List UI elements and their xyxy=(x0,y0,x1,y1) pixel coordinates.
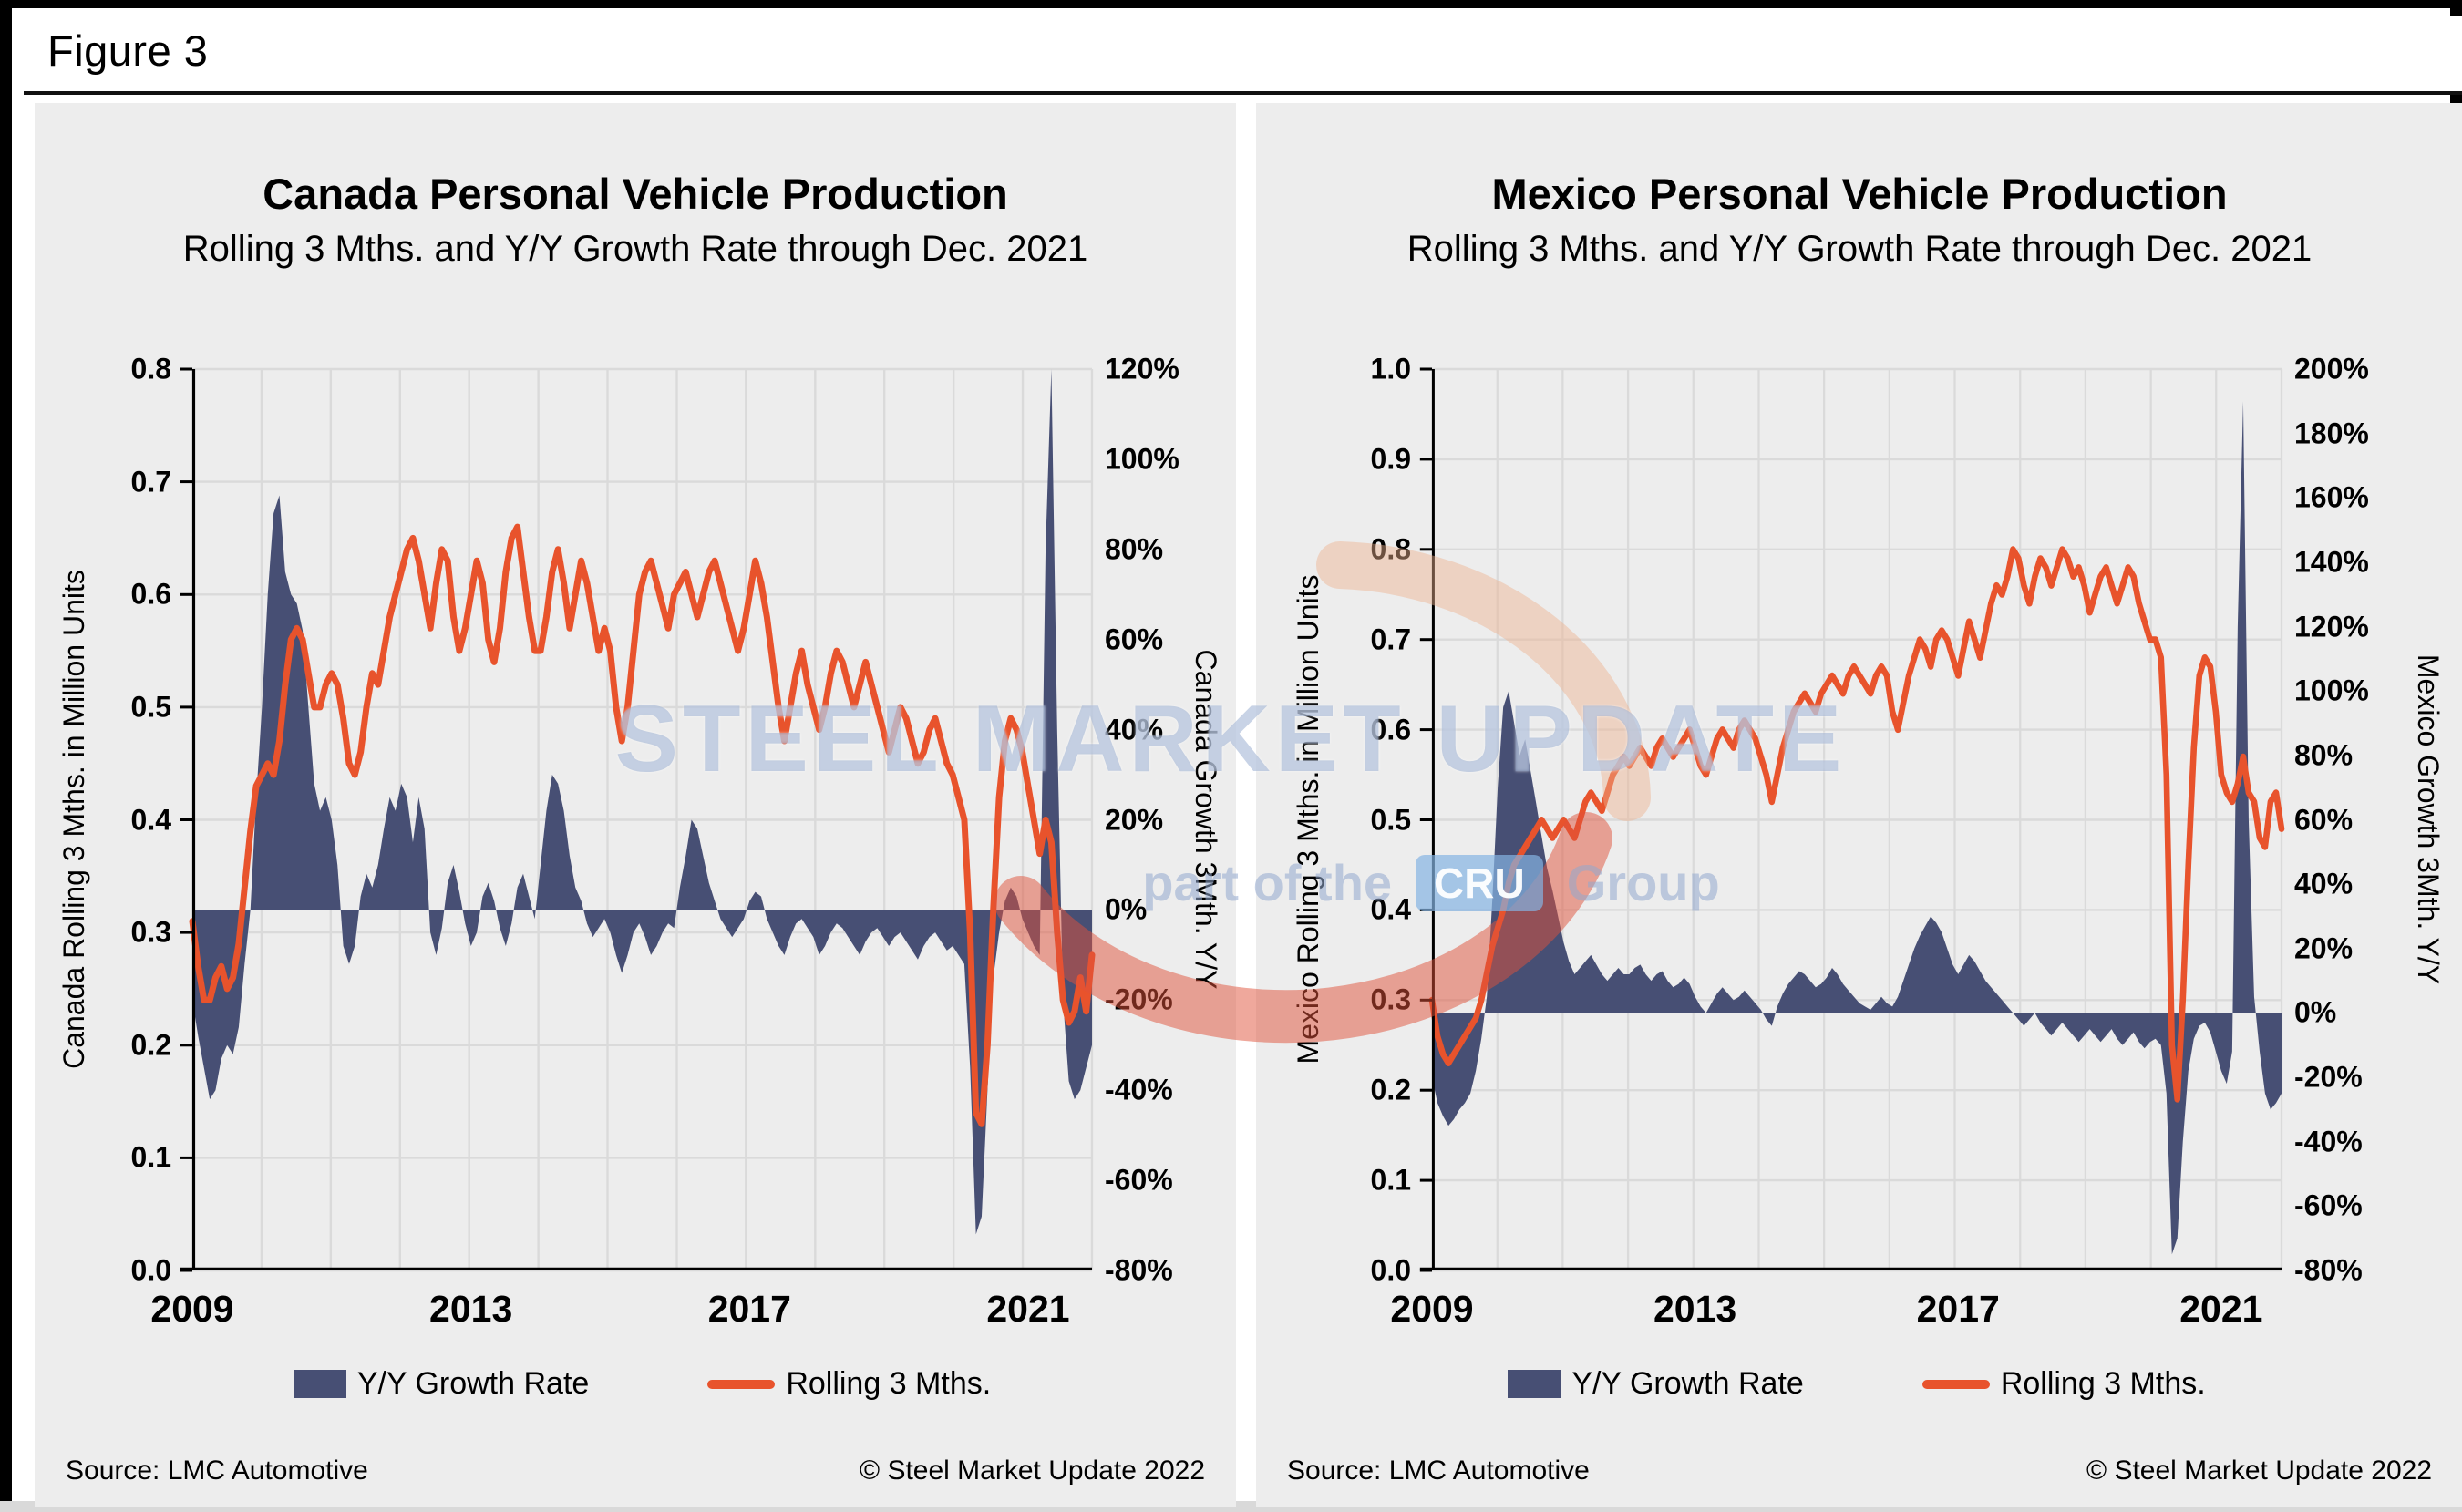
x-axis-tick-label: 2013 xyxy=(429,1288,513,1330)
rolling-3mths-line xyxy=(189,523,1096,1127)
axis-tick-label: 0.7 xyxy=(130,465,171,499)
legend-line-label: Rolling 3 Mths. xyxy=(786,1366,992,1401)
axis-tick-label: 20% xyxy=(2294,931,2354,965)
axis-tick-label: 0.4 xyxy=(130,803,171,836)
chart-title: Canada Personal Vehicle Production xyxy=(263,170,1008,218)
axis-tick-label: 40% xyxy=(1105,713,1164,746)
bar-swatch-icon xyxy=(1508,1370,1561,1398)
axis-tick-label: 40% xyxy=(2294,867,2354,900)
line-swatch-icon xyxy=(1921,1379,1990,1389)
left-axis-tick-labels: 0.8 0.7 0.6 0.5 0.4 0.3 0.2 0.1 0.0 xyxy=(35,353,171,1287)
panel-footer: Source: LMC Automotive © Steel Market Up… xyxy=(66,1455,1205,1486)
bar-swatch-icon xyxy=(293,1370,346,1398)
legend: Y/Y Growth Rate Rolling 3 Mths. xyxy=(192,1366,1092,1402)
legend-item-yy-growth: Y/Y Growth Rate xyxy=(1508,1366,1804,1402)
plot-area xyxy=(180,367,1096,1272)
axis-tick-label: 0.9 xyxy=(1370,442,1411,476)
axis-tick-label: 100% xyxy=(2294,674,2369,707)
axis-tick-label: 60% xyxy=(1105,622,1164,656)
axis-tick-label: -80% xyxy=(1105,1253,1173,1287)
axis-tick-label: 0.2 xyxy=(1370,1073,1411,1106)
x-axis-tick-labels: 2009 2013 2017 2021 xyxy=(1390,1288,2282,1335)
axis-tick-label: 0.2 xyxy=(130,1028,171,1062)
axis-tick-label: 0.3 xyxy=(1370,982,1411,1016)
legend-line-label: Rolling 3 Mths. xyxy=(2000,1366,2206,1401)
axis-tick-label: 0.8 xyxy=(130,352,171,386)
axis-tick-label: 200% xyxy=(2294,352,2369,386)
x-axis-tick-label: 2009 xyxy=(1390,1288,1474,1330)
x-axis-tick-label: 2017 xyxy=(1916,1288,2000,1330)
axis-tick-label: 80% xyxy=(2294,738,2354,772)
x-axis-tick-label: 2021 xyxy=(986,1288,1070,1330)
axis-tick-label: -20% xyxy=(2294,1060,2363,1094)
figure-header: Figure 3 xyxy=(24,16,2462,95)
copyright-text: © Steel Market Update 2022 xyxy=(2086,1455,2432,1486)
mexico-plot-svg xyxy=(1419,367,2285,1272)
axis-tick-label: 1.0 xyxy=(1370,352,1411,386)
axis-tick-label: 0.5 xyxy=(130,690,171,724)
axis-tick-label: -40% xyxy=(1105,1073,1173,1106)
axis-tick-label: 60% xyxy=(2294,803,2354,836)
chart-subtitle: Rolling 3 Mths. and Y/Y Growth Rate thro… xyxy=(1406,229,2313,269)
source-text: Source: LMC Automotive xyxy=(66,1455,368,1486)
axis-tick-label: 0.3 xyxy=(130,915,171,949)
axis-tick-label: 140% xyxy=(2294,545,2369,579)
axis-tick-label: 0.4 xyxy=(1370,892,1411,926)
axis-tick-label: 0.6 xyxy=(1370,713,1411,746)
axis-tick-label: 0.5 xyxy=(1370,803,1411,836)
right-axis-tick-labels: 120% 100% 80% 60% 40% 20% 0% -20% -40% -60% -80% xyxy=(1105,353,1241,1287)
copyright-text: © Steel Market Update 2022 xyxy=(860,1455,1205,1486)
panel-footer: Source: LMC Automotive © Steel Market Up… xyxy=(1287,1455,2432,1486)
legend-item-yy-growth: Y/Y Growth Rate xyxy=(293,1366,590,1402)
right-axis-tick-labels: 200% 180% 160% 140% 120% 100% 80% 60% 40% 20% 0% -2… xyxy=(2294,353,2462,1287)
axis-tick-label: 0% xyxy=(1105,892,1148,926)
axis-tick-label: 180% xyxy=(2294,417,2369,450)
x-axis-tick-label: 2017 xyxy=(707,1288,791,1330)
axis-tick-label: 0.1 xyxy=(1370,1163,1411,1197)
axis-tick-label: 0% xyxy=(2294,995,2337,1029)
canada-chart-panel: Canada Personal Vehicle Production Rolli… xyxy=(35,103,1236,1507)
figure-label: Figure 3 xyxy=(47,26,209,75)
axis-tick-label: 160% xyxy=(2294,480,2369,514)
x-axis-tick-label: 2009 xyxy=(150,1288,234,1330)
line-swatch-icon xyxy=(707,1379,776,1389)
axis-tick-label: 0.6 xyxy=(130,577,171,611)
mexico-chart-panel: Mexico Personal Vehicle Production Rolli… xyxy=(1256,103,2462,1507)
legend-item-rolling: Rolling 3 Mths. xyxy=(1921,1366,2206,1402)
axis-tick-label: -40% xyxy=(2294,1125,2363,1158)
legend-bar-label: Y/Y Growth Rate xyxy=(1571,1366,1804,1401)
legend-item-rolling: Rolling 3 Mths. xyxy=(707,1366,991,1402)
axis-tick-label: -60% xyxy=(2294,1188,2363,1222)
axis-tick-label: -80% xyxy=(2294,1253,2363,1287)
axis-tick-label: 0.0 xyxy=(1370,1253,1411,1287)
legend-bar-label: Y/Y Growth Rate xyxy=(356,1366,590,1401)
axis-tick-label: 120% xyxy=(1105,352,1179,386)
x-axis-tick-labels: 2009 2013 2017 2021 xyxy=(150,1288,1092,1335)
legend: Y/Y Growth Rate Rolling 3 Mths. xyxy=(1432,1366,2282,1402)
axis-tick-label: -20% xyxy=(1105,982,1173,1016)
axis-tick-label: 0.8 xyxy=(1370,532,1411,566)
axis-tick-label: -60% xyxy=(1105,1163,1173,1197)
axis-tick-label: 0.0 xyxy=(130,1253,171,1287)
axis-tick-label: 120% xyxy=(2294,610,2369,643)
axis-tick-label: 100% xyxy=(1105,442,1179,476)
canada-plot-svg xyxy=(180,367,1096,1272)
axis-tick-label: 0.1 xyxy=(130,1140,171,1174)
plot-area xyxy=(1419,367,2285,1272)
axis-tick-label: 80% xyxy=(1105,532,1164,566)
source-text: Source: LMC Automotive xyxy=(1287,1455,1590,1486)
chart-subtitle: Rolling 3 Mths. and Y/Y Growth Rate thro… xyxy=(182,229,1088,269)
axis-tick-label: 20% xyxy=(1105,803,1164,836)
x-axis-tick-label: 2021 xyxy=(2179,1288,2263,1330)
left-axis-tick-labels: 1.0 0.9 0.8 0.7 0.6 0.5 0.4 0.3 0.2 0.1 0.0 xyxy=(1256,353,1411,1287)
x-axis-tick-label: 2013 xyxy=(1653,1288,1737,1330)
axis-tick-label: 0.7 xyxy=(1370,622,1411,656)
chart-title: Mexico Personal Vehicle Production xyxy=(1491,170,2228,218)
